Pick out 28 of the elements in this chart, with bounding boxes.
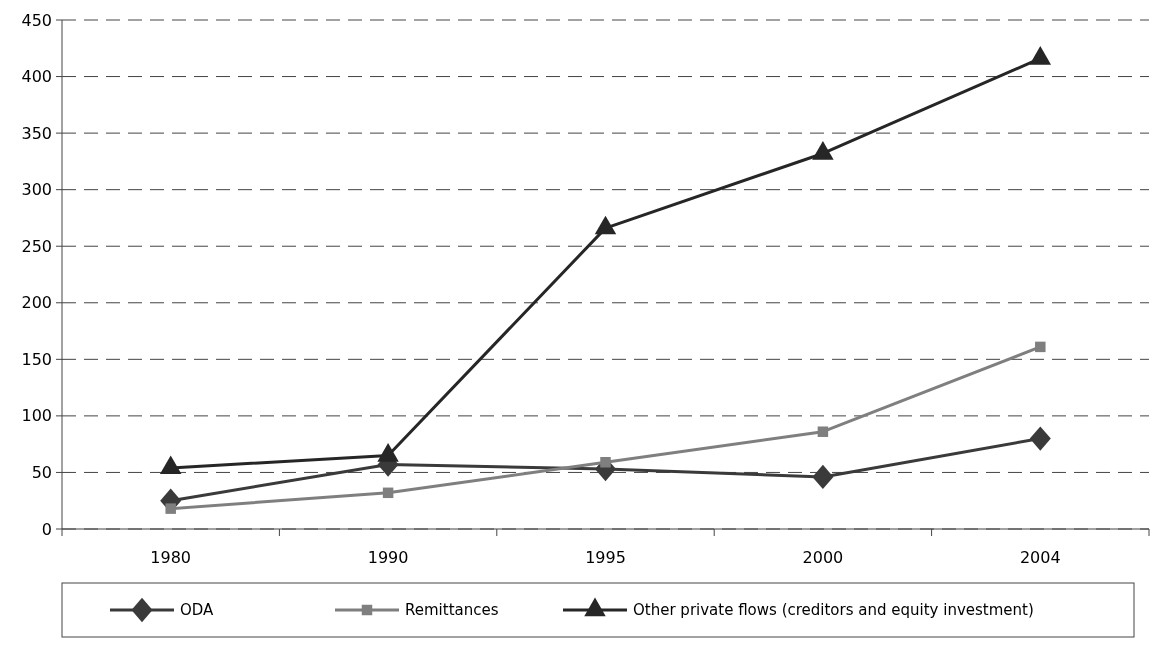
legend-label: Other private flows (creditors and equity investment)	[633, 601, 1034, 620]
y-tick-label: 300	[21, 180, 52, 200]
legend-label: Remittances	[405, 601, 499, 620]
point	[382, 487, 394, 499]
y-tick-label: 150	[21, 349, 52, 369]
y-tick-label: 350	[21, 123, 52, 143]
x-tick-label: 1980	[150, 548, 192, 567]
point	[812, 464, 834, 490]
point	[600, 457, 611, 468]
point	[1035, 341, 1046, 353]
point	[1029, 426, 1051, 451]
x-tick-label: 2004	[1019, 548, 1061, 567]
point	[165, 503, 176, 514]
point	[817, 426, 829, 437]
point	[812, 141, 834, 160]
y-tick-label: 50	[31, 463, 52, 483]
y-tick-label: 400	[21, 67, 52, 87]
y-tick-label: 100	[21, 406, 52, 426]
x-tick-label: 2000	[802, 548, 844, 567]
y-tick-label: 450	[21, 10, 52, 30]
y-tick-label: 250	[21, 236, 52, 256]
x-tick-label: 1990	[367, 548, 409, 567]
y-tick-label: 200	[21, 293, 52, 313]
y-tick-label: 0	[41, 519, 52, 539]
point	[1029, 46, 1052, 65]
point	[594, 215, 617, 235]
x-tick-label: 1995	[585, 548, 626, 567]
legend-label: ODA	[180, 601, 215, 620]
